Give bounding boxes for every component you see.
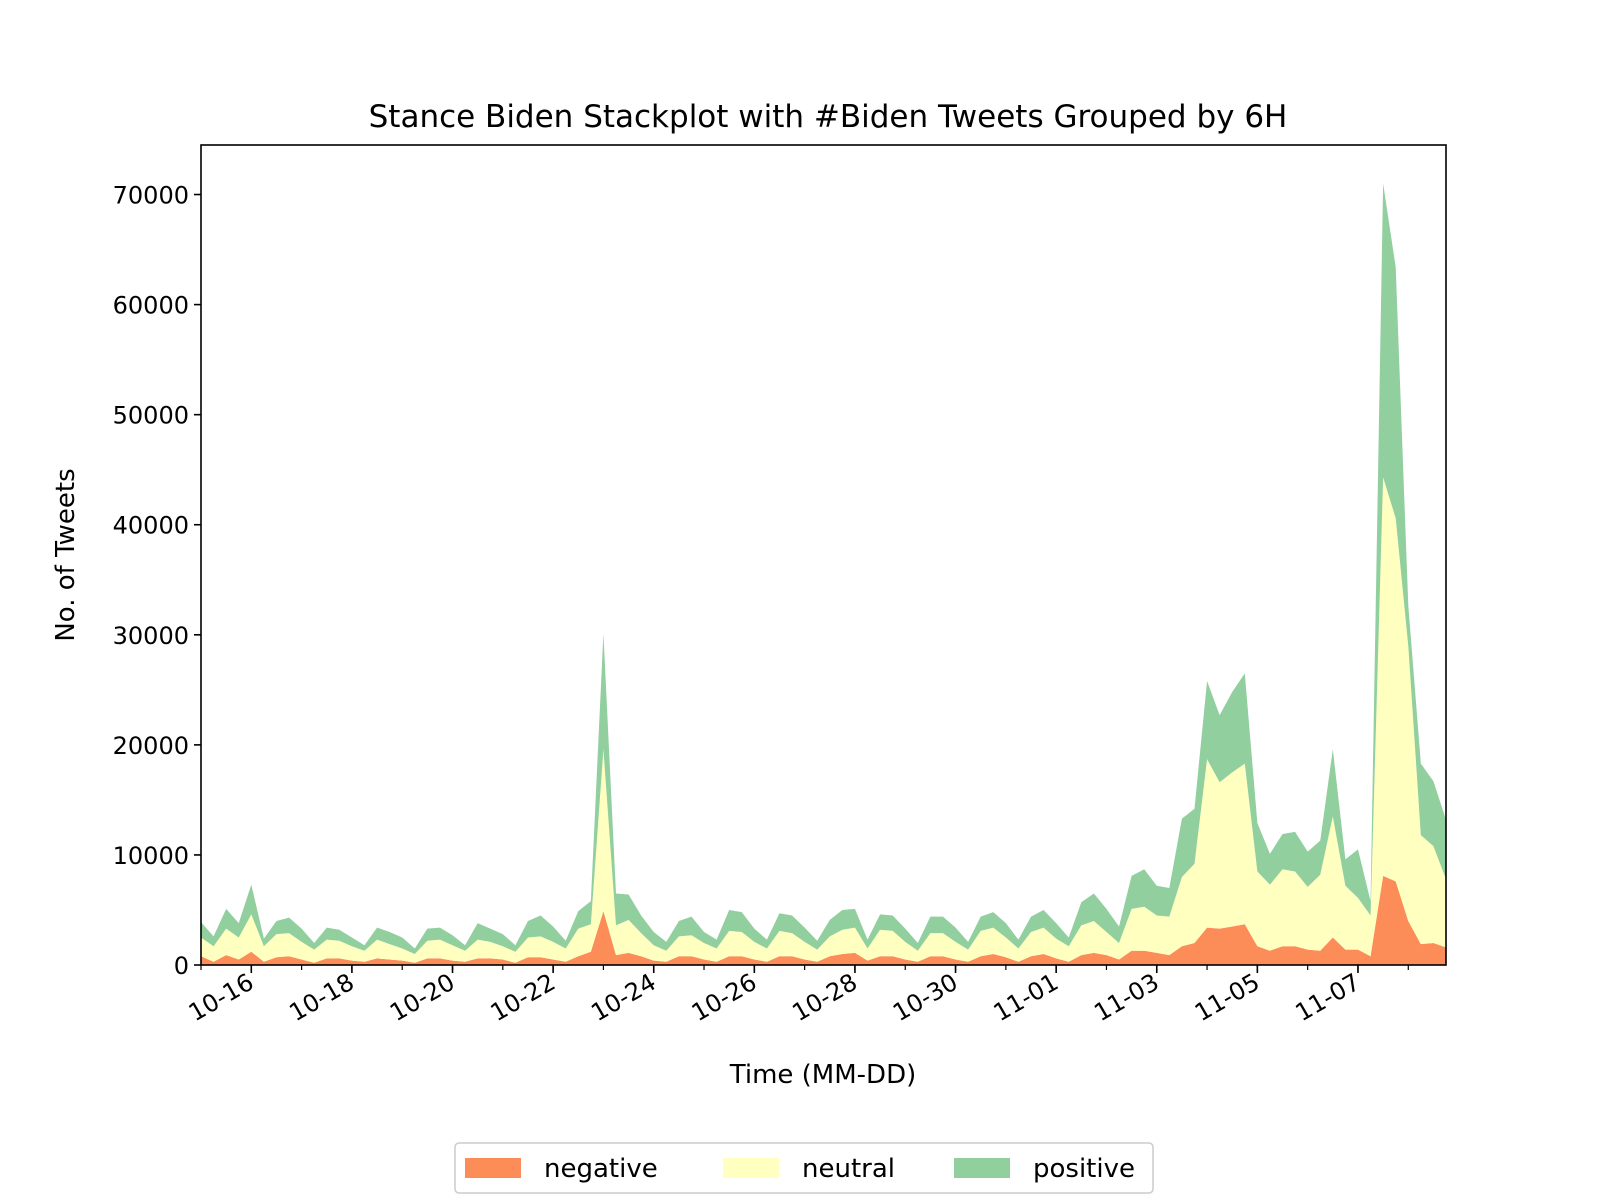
y-tick-label: 70000 [113,182,189,210]
legend-swatch-neutral [723,1158,779,1178]
x-axis-label: Time (MM-DD) [729,1060,916,1090]
y-tick-label: 0 [174,952,189,980]
y-tick-label: 10000 [113,842,189,870]
area-negative [201,875,1446,965]
y-tick-label: 30000 [113,622,189,650]
stacked-areas [201,183,1446,965]
y-tick-label: 20000 [113,732,189,760]
y-axis-label: No. of Tweets [51,468,81,641]
legend-label-negative: negative [544,1154,658,1184]
y-axis: 0 10000 20000 30000 40000 50000 60000 70000 [113,182,201,980]
legend: negative neutral positive [454,1142,1154,1194]
legend-swatch-negative [465,1158,521,1178]
legend-label-positive: positive [1033,1154,1135,1184]
y-tick-label: 50000 [113,402,189,430]
y-tick-label: 40000 [113,512,189,540]
legend-label-neutral: neutral [802,1154,895,1184]
area-neutral [201,477,1446,963]
legend-swatch-positive [954,1158,1010,1178]
legend-box [454,1142,1154,1194]
y-tick-label: 60000 [113,292,189,320]
plot-frame [200,144,1447,966]
chart-title: Stance Biden Stackplot with #Biden Tweet… [369,99,1288,135]
